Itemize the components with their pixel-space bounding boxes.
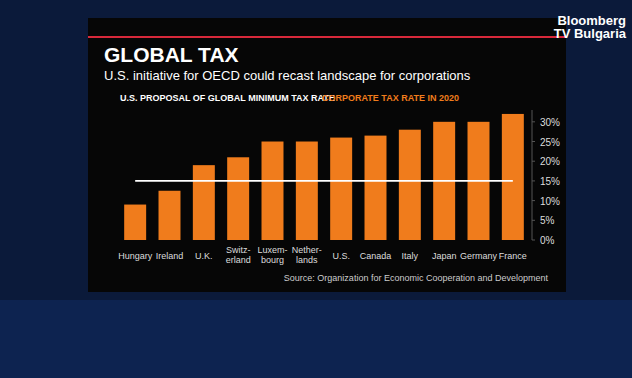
- bar: [399, 130, 421, 240]
- label-line: Switz-: [226, 245, 251, 255]
- label-line: Luxem-: [257, 245, 287, 255]
- bar: [365, 136, 387, 240]
- bar: [296, 142, 318, 240]
- y-tick: [532, 240, 535, 241]
- source: Source: Organization for Economic Cooper…: [284, 273, 549, 283]
- y-tick-label: 0%: [540, 235, 555, 246]
- bar: [227, 157, 249, 240]
- bar: [502, 114, 524, 240]
- y-tick: [532, 220, 535, 221]
- y-tick-label: 10%: [540, 196, 560, 207]
- bar: [262, 142, 284, 240]
- y-tick: [532, 161, 535, 162]
- y-tick-label: 15%: [540, 176, 560, 187]
- x-tick-label: Nether-lands: [292, 245, 322, 265]
- y-tick: [532, 121, 535, 122]
- label-line: erland: [226, 255, 251, 265]
- y-tick: [532, 200, 535, 201]
- label-line: U.K.: [195, 251, 213, 261]
- x-tick-label: Italy: [402, 251, 419, 261]
- x-tick-label: U.S.: [332, 251, 350, 261]
- label-line: Ireland: [156, 251, 184, 261]
- subtitle: U.S. initiative for OECD could recast la…: [104, 68, 471, 83]
- bar: [159, 191, 181, 240]
- x-tick-label: U.K.: [195, 251, 213, 261]
- bar: [330, 138, 352, 240]
- y-tick: [532, 180, 535, 181]
- page: GLOBAL TAX U.S. initiative for OECD could…: [0, 0, 632, 378]
- x-tick-label: Switz-erland: [226, 245, 251, 265]
- label-line: Japan: [432, 251, 457, 261]
- plot-area: [124, 114, 524, 240]
- chart: GLOBAL TAX U.S. initiative for OECD could…: [0, 0, 632, 378]
- label-line: Italy: [402, 251, 419, 261]
- y-tick-label: 5%: [540, 215, 555, 226]
- bar: [124, 205, 146, 240]
- title: GLOBAL TAX: [104, 43, 239, 66]
- x-tick-label: Canada: [360, 251, 392, 261]
- brand: Bloomberg TV Bulgaria: [544, 14, 626, 40]
- legend-entry: U.S. PROPOSAL OF GLOBAL MINIMUM TAX RATE: [120, 93, 335, 103]
- x-tick-label: France: [499, 251, 527, 261]
- label-line: Canada: [360, 251, 392, 261]
- x-tick-label: Hungary: [118, 251, 153, 261]
- reference-line: [135, 180, 513, 182]
- label-line: France: [499, 251, 527, 261]
- y-tick-label: 30%: [540, 117, 560, 128]
- legend-entry: CORPORATE TAX RATE IN 2020: [322, 93, 459, 103]
- studio-floor: [0, 300, 632, 378]
- panel: [88, 18, 566, 292]
- bar: [193, 165, 215, 240]
- x-tick-label: Luxem-bourg: [257, 245, 287, 265]
- label-line: Hungary: [118, 251, 153, 261]
- label-line: Germany: [460, 251, 498, 261]
- y-tick-label: 20%: [540, 156, 560, 167]
- y-tick-label: 25%: [540, 137, 560, 148]
- label-line: Nether-: [292, 245, 322, 255]
- y-tick: [532, 141, 535, 142]
- x-tick-label: Germany: [460, 251, 498, 261]
- label-line: U.S.: [332, 251, 350, 261]
- x-tick-label: Ireland: [156, 251, 184, 261]
- label-line: bourg: [261, 255, 284, 265]
- panel-rule: [88, 36, 566, 38]
- background: [0, 0, 632, 378]
- x-tick-label: Japan: [432, 251, 457, 261]
- label-line: lands: [296, 255, 318, 265]
